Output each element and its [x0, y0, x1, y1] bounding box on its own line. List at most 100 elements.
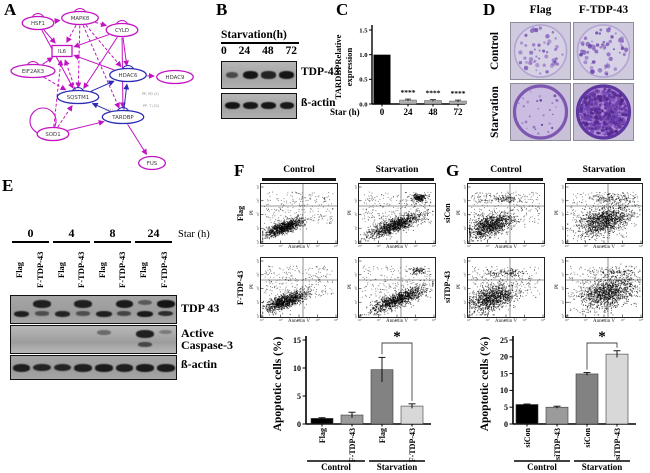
flow-tick-label: 10⁰	[358, 244, 363, 248]
edge-EIF2AK3-SQSTM1	[43, 76, 67, 91]
x-tick-label: F-TDP-43	[408, 428, 417, 462]
flow-tick-label: 10⁴	[541, 318, 546, 322]
x-tick-label: 48	[429, 107, 439, 117]
x-tick-label: siCon	[523, 427, 532, 447]
flow-tick-label: 10²	[256, 212, 260, 216]
lane-label: F-TDP-43	[117, 251, 128, 288]
time-group-underline	[94, 241, 131, 243]
flow-col-header: Starvation	[375, 165, 419, 175]
flow-tick-label: 10²	[297, 318, 301, 322]
bar	[310, 418, 334, 425]
colony-well-control-flag	[510, 22, 571, 80]
y-axis-label: expression	[344, 48, 354, 87]
flow-tick-label: 10⁰	[256, 239, 260, 244]
blot-tdp43	[221, 61, 297, 89]
flow-tick-label: 10¹	[463, 226, 467, 230]
flow-tick-label: 10¹	[376, 244, 380, 248]
protein-band	[279, 71, 295, 79]
y-axis-label: TARDBPRelative	[333, 34, 343, 99]
flow-col-header-bar	[469, 178, 543, 181]
y-tick-label: 1.5	[359, 27, 368, 34]
y-tick-label: 25	[500, 336, 508, 345]
protein-band	[261, 71, 276, 79]
starvation-header: Starvation(h)	[221, 29, 299, 44]
flow-tick-label: 10²	[354, 212, 358, 216]
protein-band	[35, 311, 49, 316]
flow-tick-label: 10³	[522, 244, 526, 248]
flow-x-axis-label: Annexin V	[386, 245, 408, 250]
flow-tick-label: 10²	[561, 286, 565, 290]
y-tick-label: 20	[500, 353, 508, 362]
x-tick-label: siTDP-43	[553, 428, 562, 460]
flow-tick-label: 10²	[354, 286, 358, 290]
lane-label: F-TDP-43	[34, 251, 45, 288]
protein-band	[136, 330, 154, 338]
node-EIF2AK3: EIF2AK3	[10, 60, 56, 79]
starvation-timepoints: 0 24 48 72	[221, 45, 297, 57]
x-tick-label: Flag	[378, 428, 387, 443]
edge-SQSTM1-HDAC6	[90, 80, 115, 92]
time-unit-label: Star (h)	[178, 229, 210, 240]
lane-label: Flag	[138, 261, 149, 278]
time-group-label: 4	[68, 226, 75, 240]
flow-tick-label: 10²	[297, 244, 301, 248]
colony-row-control: Control	[489, 31, 501, 71]
flow-tick-label: 10³	[620, 318, 624, 322]
y-tick-label: 10	[293, 364, 301, 373]
flow-tick-label: 10³	[413, 318, 417, 322]
flow-tick-label: 10¹	[485, 244, 489, 248]
protein-band	[156, 300, 175, 308]
panel-c-label: C	[336, 0, 349, 19]
x-tick-label: Flag	[318, 428, 327, 443]
flow-tick-label: 10⁴	[256, 184, 260, 189]
tardbp-expression-chart: TARDBPRelative expression 0.0 0.5 1.0 1.5 0 ***…	[330, 25, 467, 117]
flow-x-axis-label: Annexin V	[288, 319, 310, 324]
significance-bracket	[381, 342, 413, 401]
flow-tick-label: 10⁰	[358, 318, 363, 322]
flow-tick-label: 10³	[315, 318, 319, 322]
bar	[400, 405, 424, 425]
flow-tick-label: 10²	[602, 318, 606, 322]
flow-tick-label: 10³	[463, 273, 467, 277]
edge-annotation: PP, PD (2)	[142, 92, 159, 96]
svg-text:SQSTM1: SQSTM1	[67, 95, 89, 101]
svg-text:CYLD: CYLD	[115, 28, 129, 34]
node-CYLD: CYLD	[105, 19, 139, 38]
flow-tick-label: 10¹	[354, 226, 358, 230]
flow-tick-label: 10⁴	[334, 244, 339, 248]
flow-row-label: Flag	[236, 205, 245, 222]
bar	[605, 353, 629, 425]
y-tick-label: 15	[293, 336, 301, 345]
x-tick-label: 24	[404, 107, 414, 117]
colony-well-starvation-flag	[510, 83, 571, 141]
flow-tick-label: 10⁰	[467, 244, 472, 248]
lane-timepoint: 24	[238, 45, 251, 57]
flow-tick-label: 10⁰	[260, 244, 265, 248]
panel-b-label: B	[216, 0, 228, 19]
flow-x-axis-label: Annexin V	[593, 245, 615, 250]
y-tick-label: 15	[500, 369, 508, 378]
flow-tick-label: 10⁴	[432, 244, 437, 248]
flow-x-axis-label: Annexin V	[495, 319, 517, 324]
node-MAPK8: MAPK8	[61, 7, 99, 26]
edge-TARDBP-FUS	[127, 123, 148, 156]
flow-row-label: siTDP-43	[443, 271, 452, 304]
flow-col-header: Control	[283, 165, 315, 175]
flow-tick-label: 10¹	[561, 226, 565, 230]
flow-x-axis-label: Annexin V	[593, 319, 615, 324]
node-HDAC6: HDAC6	[109, 64, 147, 83]
flow-tick-label: 10³	[256, 199, 260, 203]
bar	[373, 54, 391, 104]
flow-tick-label: 10²	[463, 212, 467, 216]
colony-col-flag: Flag	[529, 4, 552, 16]
y-tick-label: 0.0	[359, 101, 368, 108]
flow-col-header: Starvation	[582, 165, 626, 175]
flow-tick-label: 10⁴	[639, 318, 644, 322]
time-group-underline	[53, 241, 90, 243]
flow-tick-label: 10²	[395, 318, 399, 322]
lane-label: Flag	[14, 261, 25, 278]
